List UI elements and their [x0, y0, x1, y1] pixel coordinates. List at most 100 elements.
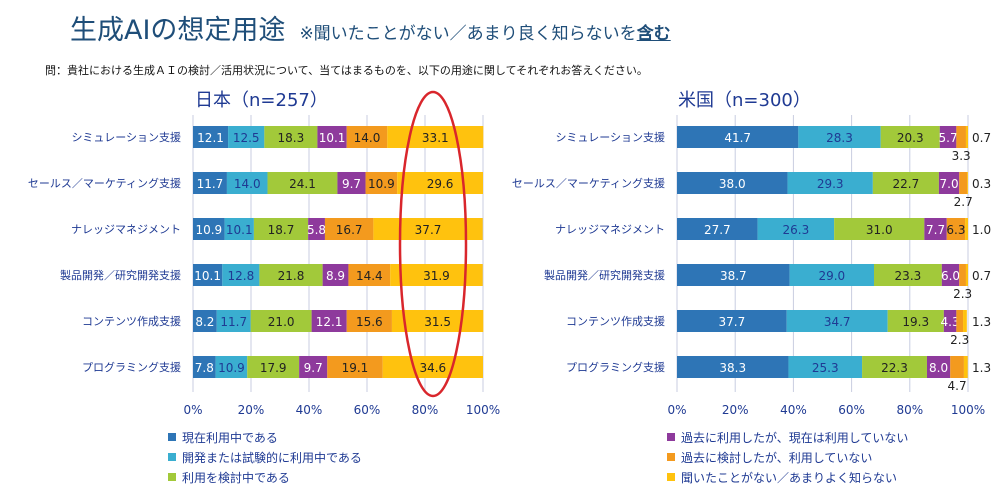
bar-segment	[926, 356, 951, 378]
us-chart-title: 米国（n=300）	[678, 90, 811, 111]
data-label: 29.6	[427, 177, 454, 191]
legend-swatch	[667, 453, 675, 461]
data-label: 18.7	[268, 223, 295, 237]
legend-item: 開発または試験的に利用中である	[168, 447, 362, 467]
category-label: プログラミング支援	[566, 360, 665, 374]
data-label: 1.3	[972, 315, 991, 329]
bar-segment	[299, 356, 328, 378]
legend-swatch	[667, 473, 675, 481]
data-label: 9.7	[342, 177, 361, 191]
bar-segment	[789, 264, 875, 286]
bar-segment	[346, 310, 392, 332]
data-label: 34.7	[824, 315, 851, 329]
legend-item: 聞いたことがない／あまりよく知らない	[667, 467, 908, 487]
bar-segment	[677, 218, 758, 240]
bar-segment	[193, 172, 227, 194]
subtitle-emphasis: 含む	[636, 24, 671, 44]
legend-left: 現在利用中である 開発または試験的に利用中である 利用を検討中である	[168, 427, 362, 487]
data-label: 10.1	[194, 269, 221, 283]
x-tick-label: 40%	[780, 403, 807, 417]
data-label: 37.7	[718, 315, 745, 329]
category-label: コンテンツ作成支援	[566, 314, 665, 328]
data-label: 0.7	[972, 269, 991, 283]
data-label: 22.3	[881, 361, 908, 375]
data-label: 11.7	[197, 177, 224, 191]
data-label: 18.3	[278, 131, 305, 145]
data-label: 37.7	[415, 223, 442, 237]
bar-segment	[677, 172, 788, 194]
bar-segment	[322, 264, 349, 286]
bar-segment	[253, 218, 309, 240]
x-tick-label: 0%	[183, 403, 202, 417]
bar-segment	[887, 310, 944, 332]
bar-segment	[324, 218, 374, 240]
category-label: シミュレーション支援	[71, 130, 181, 144]
data-label: 0.3	[972, 177, 991, 191]
data-label: 31.5	[424, 315, 451, 329]
bar-segment	[677, 126, 799, 148]
x-tick-label: 100%	[466, 403, 500, 417]
bar-segment	[959, 264, 966, 286]
data-label: 10.1	[319, 131, 346, 145]
legend-item: 過去に検討したが、利用していない	[667, 447, 908, 467]
bar-segment	[365, 172, 398, 194]
bar-segment	[224, 218, 254, 240]
data-label: 23.3	[895, 269, 922, 283]
x-tick-label: 80%	[412, 403, 439, 417]
data-label: 27.7	[704, 223, 731, 237]
bar-segment	[939, 126, 957, 148]
data-label: 15.6	[356, 315, 383, 329]
x-tick-label: 40%	[296, 403, 323, 417]
legend-label: 開発または試験的に利用中である	[182, 450, 362, 465]
data-label: 3.3	[952, 149, 971, 163]
bar-segment	[950, 356, 964, 378]
title-text: 生成AIの想定用途	[70, 15, 286, 46]
data-label: 8.2	[195, 315, 214, 329]
data-label: 19.1	[342, 361, 369, 375]
data-label: 25.3	[812, 361, 839, 375]
data-label: 7.0	[940, 177, 959, 191]
bar-segment	[965, 264, 968, 286]
subtitle-text: ※聞いたことがない／あまり良く知らないを	[299, 24, 637, 44]
data-label: 12.5	[233, 131, 260, 145]
bar-segment	[677, 356, 789, 378]
bar-segment	[259, 264, 323, 286]
bar-segment	[924, 218, 947, 240]
data-label: 1.0	[972, 223, 991, 237]
bar-segment	[193, 126, 229, 148]
legend-item: 現在利用中である	[168, 427, 362, 447]
data-label: 11.7	[220, 315, 247, 329]
page-title: 生成AIの想定用途 ※聞いたことがない／あまり良く知らないを含む	[70, 8, 671, 47]
category-label: ナレッジマネジメント	[71, 223, 181, 236]
data-label: 29.3	[817, 177, 844, 191]
data-label: 26.3	[783, 223, 810, 237]
bar-segment	[250, 310, 312, 332]
data-label: 29.0	[818, 269, 845, 283]
legend-label: 利用を検討中である	[182, 470, 290, 485]
data-label: 10.9	[368, 177, 395, 191]
legend-label: 過去に利用したが、現在は利用していない	[681, 430, 909, 445]
bar-segment	[798, 126, 881, 148]
data-label: 5.7	[939, 131, 958, 145]
data-label: 8.9	[326, 269, 345, 283]
bar-segment	[862, 356, 927, 378]
bar-segment	[193, 264, 223, 286]
data-label: 7.7	[926, 223, 945, 237]
data-label: 33.1	[422, 131, 449, 145]
bar-segment	[677, 310, 787, 332]
x-tick-label: 60%	[838, 403, 865, 417]
data-label: 21.0	[268, 315, 295, 329]
data-label: 1.3	[972, 361, 991, 375]
data-label: 34.6	[419, 361, 446, 375]
category-label: セールス／マーケティング支援	[28, 176, 181, 190]
bar-segment	[786, 310, 888, 332]
data-label: 41.7	[724, 131, 751, 145]
bar-segment	[327, 356, 383, 378]
bar-segment	[193, 310, 217, 332]
bar-segment	[267, 172, 338, 194]
data-label: 6.3	[946, 223, 965, 237]
data-label: 9.7	[304, 361, 323, 375]
bar-segment	[337, 172, 366, 194]
data-label: 31.0	[866, 223, 893, 237]
subtitle: ※聞いたことがない／あまり良く知らないを含む	[299, 24, 670, 44]
